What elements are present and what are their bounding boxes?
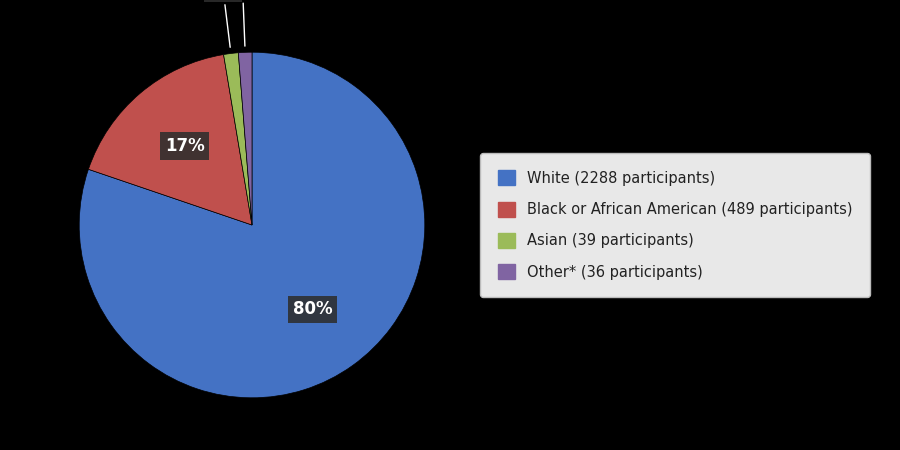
Legend: White (2288 participants), Black or African American (489 participants), Asian (: White (2288 participants), Black or Afri…: [481, 153, 869, 297]
Text: 1%: 1%: [229, 0, 256, 46]
Wedge shape: [79, 52, 425, 398]
Text: 17%: 17%: [165, 137, 205, 155]
Text: 80%: 80%: [292, 300, 332, 318]
Wedge shape: [238, 52, 252, 225]
Wedge shape: [223, 53, 252, 225]
Text: 2%: 2%: [209, 0, 237, 47]
Wedge shape: [88, 54, 252, 225]
